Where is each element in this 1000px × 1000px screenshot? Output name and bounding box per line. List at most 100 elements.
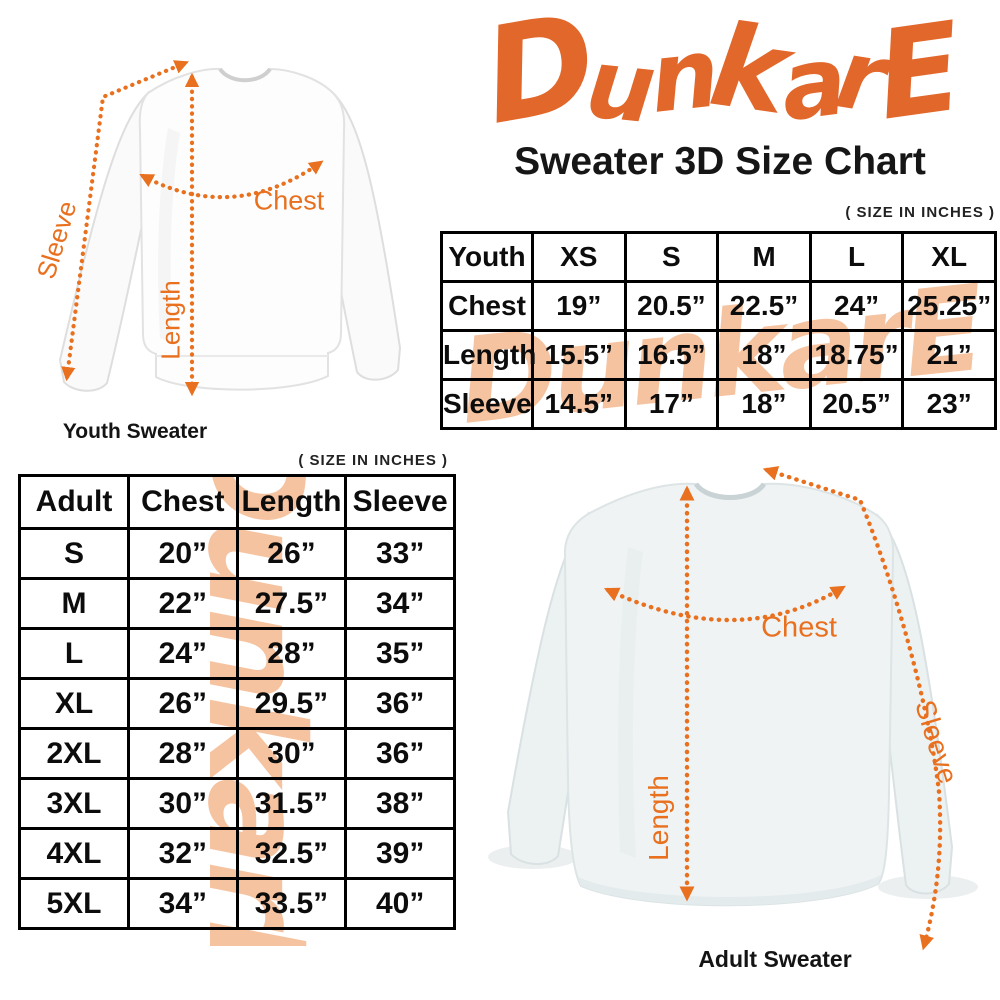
- size-cell: 22”: [127, 577, 239, 630]
- column-header: L: [808, 231, 905, 283]
- table-row: 3XL 30” 31.5” 38”: [18, 777, 456, 830]
- adult-torso: [563, 482, 895, 907]
- header-row: Adult Chest Length Sleeve: [18, 474, 456, 530]
- row-header: S: [18, 527, 130, 580]
- size-cell: 28”: [127, 727, 239, 780]
- size-cell: 38”: [344, 777, 456, 830]
- size-cell: 33”: [344, 527, 456, 580]
- adult-fold-shading: [618, 547, 643, 858]
- youth-chest-arrow: [139, 160, 324, 200]
- table-row: Sleeve 14.5” 17” 18” 20.5” 23”: [440, 378, 997, 430]
- row-header: 4XL: [18, 827, 130, 880]
- size-cell: 23”: [901, 378, 997, 430]
- table-row: L 24” 28” 35”: [18, 627, 456, 680]
- youth-sweater-diagram: [8, 38, 433, 438]
- row-header: 2XL: [18, 727, 130, 780]
- table-row: 4XL 32” 32.5” 39”: [18, 827, 456, 880]
- youth-length-label: Length: [155, 280, 186, 360]
- adult-sleeve-arrow: [762, 466, 943, 951]
- logo-letter: E: [868, 0, 964, 148]
- adult-length-label: Length: [643, 775, 674, 861]
- size-cell: 30”: [235, 727, 348, 780]
- youth-caption: Youth Sweater: [62, 420, 208, 443]
- size-note-adult: ( SIZE IN INCHES ): [298, 452, 448, 469]
- header-row: Youth XS S M L XL: [440, 231, 997, 283]
- row-header: M: [18, 577, 130, 630]
- page-title: Sweater 3D Size Chart: [514, 140, 926, 183]
- column-header: XS: [531, 231, 627, 283]
- size-cell: 31.5”: [235, 777, 348, 830]
- size-cell: 26”: [127, 677, 239, 730]
- size-cell: 20”: [127, 527, 239, 580]
- row-header: L: [18, 627, 130, 680]
- adult-sweater-shape: [488, 482, 978, 907]
- size-cell: 32.5”: [235, 827, 348, 880]
- table-row: S 20” 26” 33”: [18, 527, 456, 580]
- size-cell: 24”: [127, 627, 239, 680]
- table-row: Chest 19” 20.5” 22.5” 24” 25.25”: [440, 280, 997, 332]
- youth-sweater-shape: [58, 67, 402, 392]
- column-header: XL: [901, 231, 997, 283]
- size-cell: 17”: [623, 378, 720, 430]
- size-cell: 20.5”: [623, 280, 720, 332]
- table-row: M 22” 27.5” 34”: [18, 577, 456, 630]
- youth-left-sleeve: [58, 90, 152, 392]
- adult-size-table: Adult Chest Length Sleeve S 20” 26” 33” M 22” 27.5…: [18, 474, 456, 930]
- table-row: 5XL 34” 33.5” 40”: [18, 877, 456, 930]
- column-header: S: [623, 231, 720, 283]
- youth-collar: [218, 67, 272, 83]
- size-cell: 30”: [127, 777, 239, 830]
- size-cell: 19”: [531, 280, 627, 332]
- column-header: Youth: [440, 231, 534, 283]
- size-cell: 34”: [344, 577, 456, 630]
- size-cell: 28”: [235, 627, 348, 680]
- adult-table-section: DunkarE Adult Chest Length Sleeve S 20” 26” 33”…: [18, 474, 456, 946]
- size-cell: 29.5”: [235, 677, 348, 730]
- column-header: Chest: [127, 474, 239, 530]
- row-header: Length: [440, 329, 536, 381]
- column-header: Sleeve: [344, 474, 456, 530]
- adult-caption: Adult Sweater: [698, 946, 852, 972]
- adult-collar: [693, 482, 767, 500]
- row-header: XL: [18, 677, 130, 730]
- adult-sweater-illustration: [488, 466, 978, 951]
- logo-letter: k: [702, 0, 790, 139]
- youth-chest-label: Chest: [253, 185, 325, 216]
- size-cell: 16.5”: [623, 329, 720, 381]
- adult-sweater-diagram: [478, 452, 1000, 962]
- row-header: 3XL: [18, 777, 130, 830]
- size-cell: 36”: [344, 727, 456, 780]
- size-cell: 39”: [344, 827, 456, 880]
- table-row: Length 15.5” 16.5” 18” 18.75” 21”: [440, 329, 997, 381]
- youth-table-section: DunkarE Youth XS S M L XL Chest 19” 20.5” 22.5” 24…: [440, 231, 997, 437]
- size-cell: 21”: [901, 329, 997, 381]
- size-cell: 18.75”: [808, 329, 905, 381]
- size-cell: 34”: [127, 877, 239, 930]
- size-cell: 20.5”: [808, 378, 905, 430]
- logo-letter: u: [581, 27, 655, 145]
- size-cell: 27.5”: [235, 577, 348, 630]
- size-cell: 32”: [127, 827, 239, 880]
- row-header: 5XL: [18, 877, 130, 930]
- table-row: XL 26” 29.5” 36”: [18, 677, 456, 730]
- size-cell: 18”: [716, 329, 812, 381]
- size-cell: 18”: [716, 378, 812, 430]
- size-cell: 35”: [344, 627, 456, 680]
- table-row: 2XL 28” 30” 36”: [18, 727, 456, 780]
- row-header: Chest: [440, 280, 534, 332]
- size-cell: 22.5”: [716, 280, 812, 332]
- row-header: Sleeve: [440, 378, 534, 430]
- adult-chest-arrow: [603, 585, 846, 623]
- size-cell: 15.5”: [531, 329, 627, 381]
- adult-chest-label: Chest: [761, 611, 837, 644]
- size-cell: 26”: [235, 527, 348, 580]
- size-cell: 33.5”: [235, 877, 348, 930]
- size-cell: 24”: [808, 280, 905, 332]
- column-header: M: [716, 231, 812, 283]
- size-cell: 25.25”: [901, 280, 997, 332]
- column-header: Length: [235, 474, 348, 530]
- youth-sweater-illustration: [58, 60, 402, 397]
- size-note-youth: ( SIZE IN INCHES ): [845, 204, 995, 221]
